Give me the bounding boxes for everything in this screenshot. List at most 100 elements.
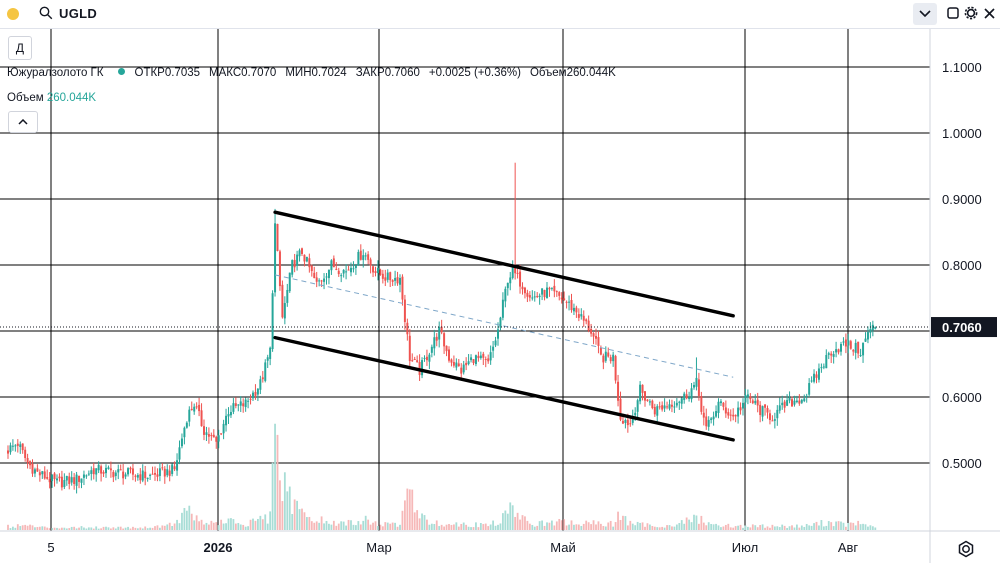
candle-body (158, 468, 161, 476)
price-axis[interactable]: 0.50000.60000.70000.80000.90001.00001.10… (942, 60, 982, 471)
volume-bar (151, 527, 154, 530)
candle-body (548, 287, 551, 290)
candle-body (810, 380, 813, 382)
volume-bar (31, 525, 34, 530)
volume-bar (671, 526, 673, 530)
volume-bar (698, 523, 700, 530)
candle-body (746, 394, 749, 398)
collapse-legend-button[interactable] (8, 111, 38, 133)
candle-body (386, 272, 389, 280)
volume-bar (234, 523, 237, 530)
candle-body (830, 353, 833, 356)
candle-body (705, 416, 708, 427)
candle-body (232, 403, 235, 412)
candle-body (668, 404, 671, 409)
volume-bar (254, 520, 257, 530)
chevron-down-icon[interactable] (913, 3, 937, 25)
candle-body (350, 267, 352, 273)
candle-body (862, 342, 865, 356)
volume-bar (105, 526, 107, 530)
volume-bar (26, 525, 29, 530)
search-icon[interactable] (39, 6, 53, 20)
volume-bar (379, 524, 382, 530)
volume-bar (592, 520, 595, 530)
candle-body (7, 450, 9, 454)
candle-body (737, 407, 740, 417)
price-tick-label: 0.9000 (942, 192, 982, 207)
candle-body (506, 282, 509, 289)
candle-body (399, 277, 401, 285)
candle-body (874, 327, 877, 329)
candle-body (163, 468, 166, 477)
volume-bar (504, 510, 507, 530)
candle-body (724, 407, 727, 414)
volume-bar (401, 510, 404, 530)
volume-bar (467, 526, 470, 530)
candle-body (24, 449, 27, 459)
candle-body (276, 223, 279, 251)
candle-body (180, 438, 183, 447)
candle-body (550, 287, 553, 289)
volume-bar (543, 525, 546, 530)
volume-bar (771, 524, 774, 530)
volume-bar (492, 520, 494, 530)
symbol-label[interactable]: UGLD (59, 6, 98, 21)
volume-legend: Объем 260.044K (7, 92, 96, 104)
candle-body (264, 362, 267, 381)
candle-body (492, 346, 495, 351)
volume-bar (867, 526, 869, 530)
volume-bar (80, 526, 83, 530)
gear-icon[interactable] (963, 5, 979, 21)
volume-bar (391, 522, 394, 530)
close-icon[interactable] (981, 5, 997, 21)
volume-bar (519, 519, 521, 530)
candle-body (176, 460, 179, 471)
candle-body (362, 255, 365, 260)
volume-bar (649, 524, 651, 530)
candle-body (793, 400, 796, 405)
volume-bar (301, 508, 303, 530)
candle-body (379, 269, 382, 275)
volume-bar (188, 505, 191, 530)
volume-bar (342, 521, 345, 530)
volume-bar (261, 519, 264, 530)
candle-body (65, 475, 68, 481)
candle-body (364, 255, 367, 257)
candle-body (582, 315, 585, 321)
candle-body (102, 472, 105, 474)
volume-bar (38, 526, 41, 530)
candle-body (795, 400, 798, 403)
candle-body (95, 468, 98, 475)
volume-bar (306, 517, 308, 530)
volume-bar (668, 525, 671, 530)
volume-bar (450, 524, 453, 530)
candle-body (396, 277, 399, 284)
candle-body (278, 251, 281, 287)
period-button[interactable]: Д (8, 36, 32, 60)
volume-value: 260.044K (566, 67, 616, 79)
volume-bar (112, 527, 115, 530)
candle-body (144, 471, 147, 479)
candle-body (533, 296, 536, 298)
candle-body (688, 397, 691, 399)
chart-settings-icon[interactable] (957, 540, 975, 558)
volume-bar (651, 525, 654, 530)
trendline-mid[interactable] (274, 274, 734, 378)
trendline-upper[interactable] (273, 210, 735, 318)
trendline-lower[interactable] (273, 335, 735, 442)
volume-bar (24, 524, 27, 530)
candle-body (786, 400, 789, 406)
volume-bar (352, 524, 355, 530)
candle-body (538, 295, 541, 297)
volume-bar (198, 521, 200, 530)
maximize-icon[interactable] (945, 5, 961, 21)
volume-bar (800, 525, 803, 530)
volume-bar (107, 527, 110, 530)
candle-body (369, 259, 372, 266)
volume-bar (394, 522, 396, 530)
candle-body (440, 326, 443, 333)
candle-body (283, 303, 286, 319)
candle-body (97, 464, 100, 471)
time-axis[interactable]: 5 2026 Мар Май Июл Авг (47, 540, 858, 555)
